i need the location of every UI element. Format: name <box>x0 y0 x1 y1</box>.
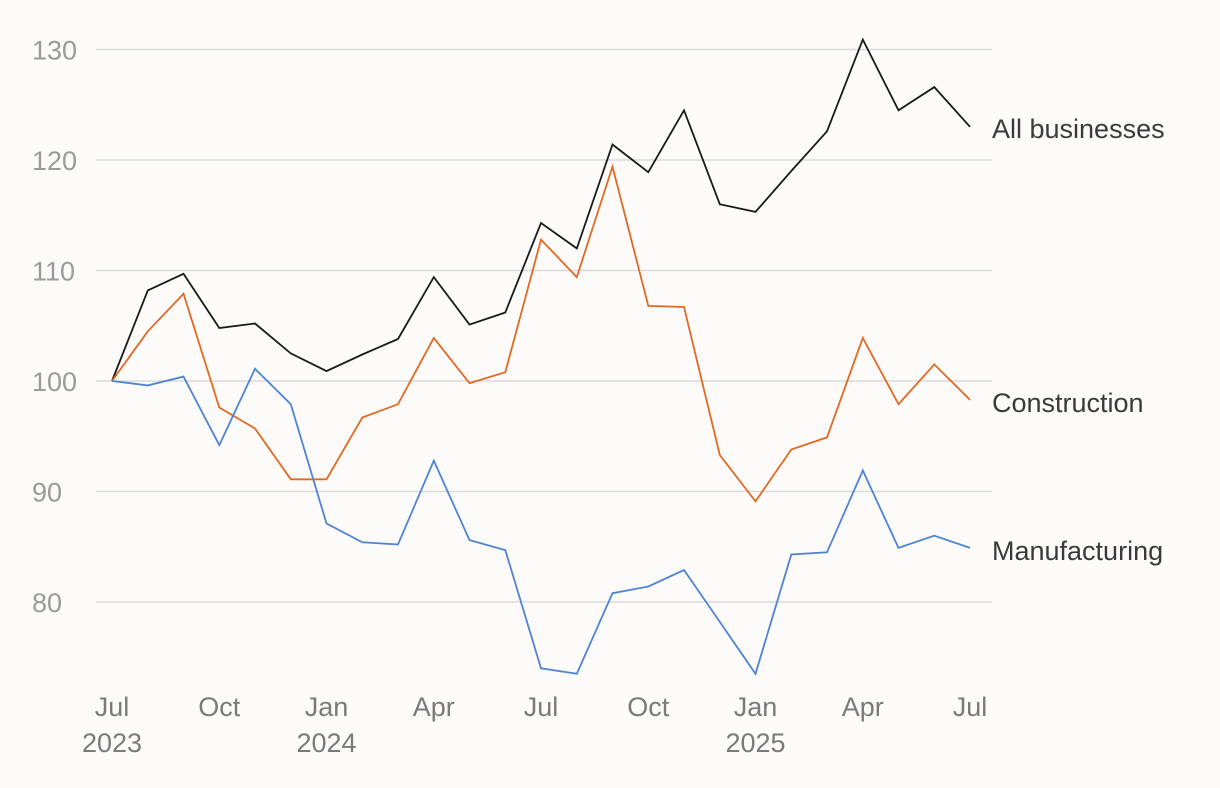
series-label: Manufacturing <box>992 536 1163 566</box>
series-line-manufacturing <box>111 367 971 676</box>
y-tick-label: 100 <box>32 367 77 397</box>
x-axis-ticks: Jul 2023 Oct Jan 2024 Apr Jul Oct Jan 2025 Apr Jul <box>82 692 987 758</box>
x-tick-label: Jan <box>305 692 349 722</box>
x-tick-year-label: 2023 <box>82 728 142 758</box>
y-tick-label: 90 <box>32 478 62 508</box>
y-tick-label: 110 <box>32 257 75 287</box>
x-tick-label: Jul <box>95 692 130 722</box>
x-tick-label: Jul <box>953 692 988 722</box>
x-tick-label: Jul <box>524 692 559 722</box>
series-lines <box>111 37 971 676</box>
y-axis-ticks: 80 90 100 110 120 130 <box>32 36 77 619</box>
series-line-construction <box>111 163 971 503</box>
gridlines <box>96 48 992 603</box>
x-tick-year-label: 2025 <box>725 728 785 758</box>
y-tick-label: 80 <box>32 588 62 618</box>
y-tick-label: 120 <box>32 146 77 176</box>
x-tick-year-label: 2024 <box>296 728 356 758</box>
series-line-all-businesses <box>111 37 971 382</box>
x-tick-label: Oct <box>627 692 670 722</box>
x-tick-label: Apr <box>842 692 884 722</box>
x-tick-label: Oct <box>198 692 241 722</box>
x-tick-label: Jan <box>734 692 778 722</box>
series-labels: All businesses Construction Manufacturing <box>992 114 1165 566</box>
series-label: Construction <box>992 388 1144 418</box>
x-tick-label: Apr <box>413 692 455 722</box>
y-tick-label: 130 <box>32 36 77 66</box>
series-label: All businesses <box>992 114 1165 144</box>
